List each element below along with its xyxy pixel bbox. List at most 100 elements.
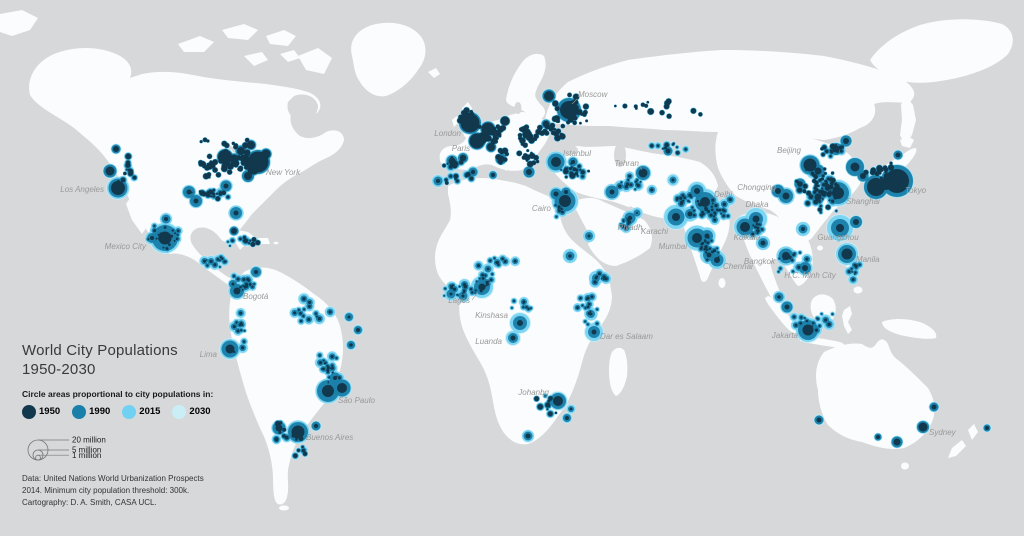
city-circle [529, 153, 535, 159]
city-circle [249, 239, 252, 242]
city-circle [664, 142, 669, 148]
city-circle [671, 143, 674, 146]
city-label: São Paulo [338, 396, 375, 405]
city-label: Mumbai [659, 242, 688, 251]
city-circle [250, 241, 256, 247]
city-circle [213, 263, 217, 267]
city-circle [709, 213, 713, 217]
legend-year-label: 2030 [189, 406, 211, 417]
landmass-tasmania [901, 462, 909, 470]
city-circle [895, 152, 901, 158]
city-circle [692, 233, 702, 243]
city-circle [841, 248, 853, 260]
city-circle [644, 103, 648, 108]
city-circle [284, 435, 289, 440]
city-circle [153, 224, 156, 228]
city-circle [574, 100, 579, 105]
city-circle [691, 206, 694, 209]
city-circle [497, 263, 500, 266]
legend-year-label: 2015 [139, 406, 161, 417]
city-circle [650, 188, 654, 192]
city-circle [722, 214, 725, 218]
city-circle [238, 166, 243, 172]
city-circle [436, 179, 440, 183]
city-circle [813, 199, 819, 205]
city-circle [301, 445, 304, 449]
city-circle [462, 292, 464, 294]
city-circle [349, 343, 353, 347]
landmass-iceland [428, 68, 440, 78]
city-circle [758, 223, 761, 226]
city-circle [843, 138, 849, 144]
city-circle [808, 194, 814, 199]
city-circle [322, 385, 334, 397]
city-circle [470, 169, 476, 175]
city-circle [448, 164, 453, 169]
city-circle [500, 125, 506, 131]
city-circle [574, 171, 579, 176]
city-circle [751, 232, 755, 236]
city-circle [679, 196, 683, 200]
city-circle [223, 165, 226, 168]
city-circle [493, 139, 498, 144]
city-circle [512, 300, 515, 302]
landmass-arctic-island [222, 24, 258, 40]
city-circle [596, 308, 598, 311]
city-circle [495, 260, 499, 265]
city-circle [777, 270, 780, 273]
city-circle [704, 238, 706, 241]
city-circle [524, 128, 527, 132]
city-circle [662, 147, 664, 150]
city-circle [113, 146, 119, 152]
city-circle [713, 249, 717, 253]
city-circle [797, 187, 803, 193]
city-circle [860, 173, 866, 179]
city-circle [878, 171, 882, 175]
city-circle [544, 91, 554, 101]
city-circle [580, 170, 585, 175]
city-circle [531, 160, 537, 165]
city-circle [823, 167, 827, 171]
city-circle [620, 181, 623, 184]
city-circle [526, 169, 532, 175]
city-circle [675, 150, 680, 155]
city-circle [458, 285, 461, 288]
city-circle [820, 147, 824, 151]
city-circle [666, 98, 672, 104]
city-circle [301, 448, 306, 453]
city-circle [560, 207, 563, 211]
city-circle [813, 174, 818, 180]
city-circle [253, 283, 256, 285]
city-circle [821, 187, 824, 190]
city-circle [805, 201, 810, 206]
city-circle [828, 199, 831, 202]
city-circle [242, 340, 246, 343]
city-circle [587, 323, 589, 326]
city-circle [239, 286, 242, 289]
city-circle [883, 167, 889, 172]
city-circle [831, 171, 835, 175]
city-circle [242, 142, 249, 149]
landmass-japan-hokkaido [900, 136, 914, 148]
legend-years: 1950 1990 2015 2030 [22, 404, 262, 419]
city-circle [522, 306, 525, 309]
city-circle [879, 176, 883, 180]
city-circle [802, 324, 814, 336]
city-circle [240, 346, 245, 350]
city-circle [526, 149, 530, 152]
city-circle [634, 107, 638, 110]
city-circle [567, 92, 572, 98]
city-label: Delhi [714, 190, 732, 199]
city-circle [128, 171, 134, 176]
city-circle [307, 304, 311, 308]
city-circle [636, 183, 640, 188]
landmass-china [715, 130, 862, 242]
city-circle [492, 140, 495, 143]
city-circle [303, 451, 308, 456]
city-circle [705, 248, 709, 252]
city-circle [326, 371, 330, 374]
city-circle [795, 179, 798, 183]
city-circle [825, 204, 831, 210]
city-circle [326, 368, 330, 372]
attribution-line3: Cartography: D. A. Smith, CASA UCL. [22, 498, 157, 508]
